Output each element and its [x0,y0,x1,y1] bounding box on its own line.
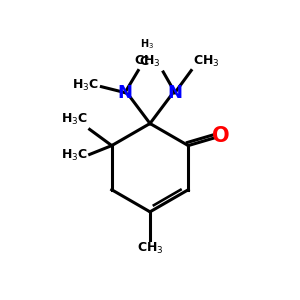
Text: N: N [118,84,133,102]
Text: H$_3$: H$_3$ [140,38,154,51]
Text: CH$_3$: CH$_3$ [134,54,161,69]
Text: O: O [212,126,230,146]
Text: C: C [140,55,149,68]
Text: H$_3$C: H$_3$C [61,112,88,127]
Text: H$_3$C: H$_3$C [61,148,88,164]
Text: N: N [167,84,182,102]
Text: H$_3$C: H$_3$C [72,78,98,93]
Text: CH$_3$: CH$_3$ [193,54,219,69]
Text: CH$_3$: CH$_3$ [137,241,163,256]
